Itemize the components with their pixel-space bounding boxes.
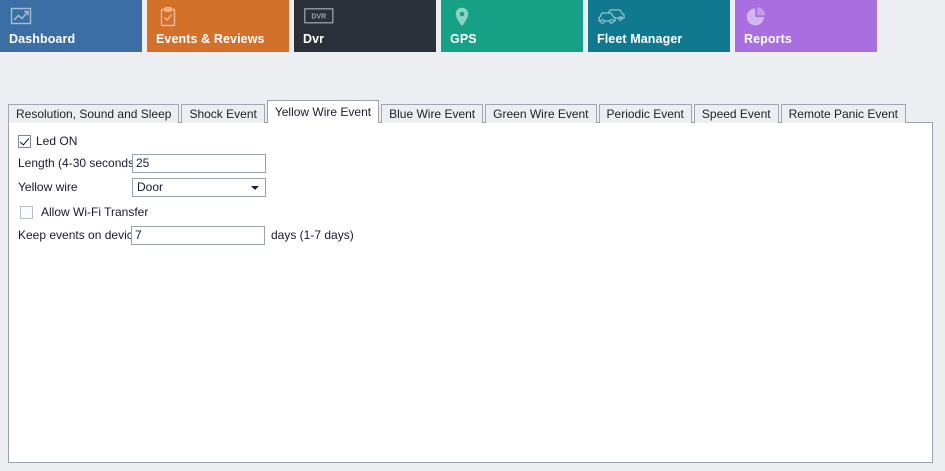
tab-resolution-sound-and-sleep[interactable]: Resolution, Sound and Sleep <box>8 104 180 123</box>
length-input[interactable] <box>132 153 266 173</box>
clipboard-check-icon <box>157 6 179 28</box>
tab-periodic-event[interactable]: Periodic Event <box>598 104 692 123</box>
module-tile-events-reviews[interactable]: Events & Reviews <box>147 0 289 52</box>
page-header: Edit device 017040000023 <box>0 58 945 147</box>
module-tile-dashboard[interactable]: Dashboard <box>0 0 142 52</box>
module-tile-fleet-manager[interactable]: Fleet Manager <box>588 0 730 52</box>
pie-chart-icon <box>745 6 767 28</box>
chevron-down-icon <box>251 185 259 190</box>
tab-content-panel: Led ON Length (4-30 seconds) Yellow wire… <box>8 122 933 463</box>
keep-events-suffix: days (1-7 days) <box>271 228 354 242</box>
module-tile-label: Fleet Manager <box>597 32 683 46</box>
module-tile-label: Events & Reviews <box>156 32 265 46</box>
tab-blue-wire-event[interactable]: Blue Wire Event <box>381 104 484 123</box>
yellow-wire-select[interactable]: Door <box>132 177 266 197</box>
module-tile-bar: Dashboard Events & Reviews DVR Dvr <box>0 0 945 58</box>
allow-wifi-transfer-row: Allow Wi-Fi Transfer <box>18 202 148 222</box>
yellow-wire-row: Yellow wire Door <box>18 177 266 197</box>
led-on-row: Led ON <box>18 131 77 151</box>
tab-strip: Resolution, Sound and Sleep Shock Event … <box>8 100 908 123</box>
allow-wifi-transfer-label: Allow Wi-Fi Transfer <box>41 205 149 219</box>
keep-events-input[interactable] <box>131 225 265 245</box>
module-tile-label: GPS <box>450 32 477 46</box>
tab-speed-event[interactable]: Speed Event <box>693 104 779 123</box>
tab-green-wire-event[interactable]: Green Wire Event <box>485 104 597 123</box>
map-pin-icon <box>451 6 473 28</box>
tab-yellow-wire-event[interactable]: Yellow Wire Event <box>266 100 380 123</box>
led-on-checkbox[interactable] <box>18 134 31 148</box>
module-tile-dvr[interactable]: DVR Dvr <box>294 0 436 52</box>
module-tile-reports[interactable]: Reports <box>735 0 877 52</box>
yellow-wire-label: Yellow wire <box>18 180 78 194</box>
led-on-label: Led ON <box>36 134 78 148</box>
module-tile-label: Reports <box>744 32 792 46</box>
length-label: Length (4-30 seconds) <box>18 156 139 170</box>
length-row: Length (4-30 seconds) <box>18 153 266 173</box>
svg-text:DVR: DVR <box>311 14 326 21</box>
yellow-wire-selected-value: Door <box>137 179 164 194</box>
allow-wifi-transfer-checkbox[interactable] <box>20 205 33 219</box>
tab-remote-panic-event[interactable]: Remote Panic Event <box>780 104 906 123</box>
module-tile-gps[interactable]: GPS <box>441 0 583 52</box>
keep-events-label: Keep events on device <box>18 228 140 242</box>
monitor-icon: DVR <box>304 8 334 24</box>
module-tile-label: Dvr <box>303 32 325 46</box>
tab-shock-event[interactable]: Shock Event <box>181 104 265 123</box>
keep-events-row: Keep events on device days (1-7 days) <box>18 225 354 245</box>
module-tile-label: Dashboard <box>9 32 76 46</box>
chart-line-icon <box>10 6 32 28</box>
cars-icon <box>598 6 626 26</box>
